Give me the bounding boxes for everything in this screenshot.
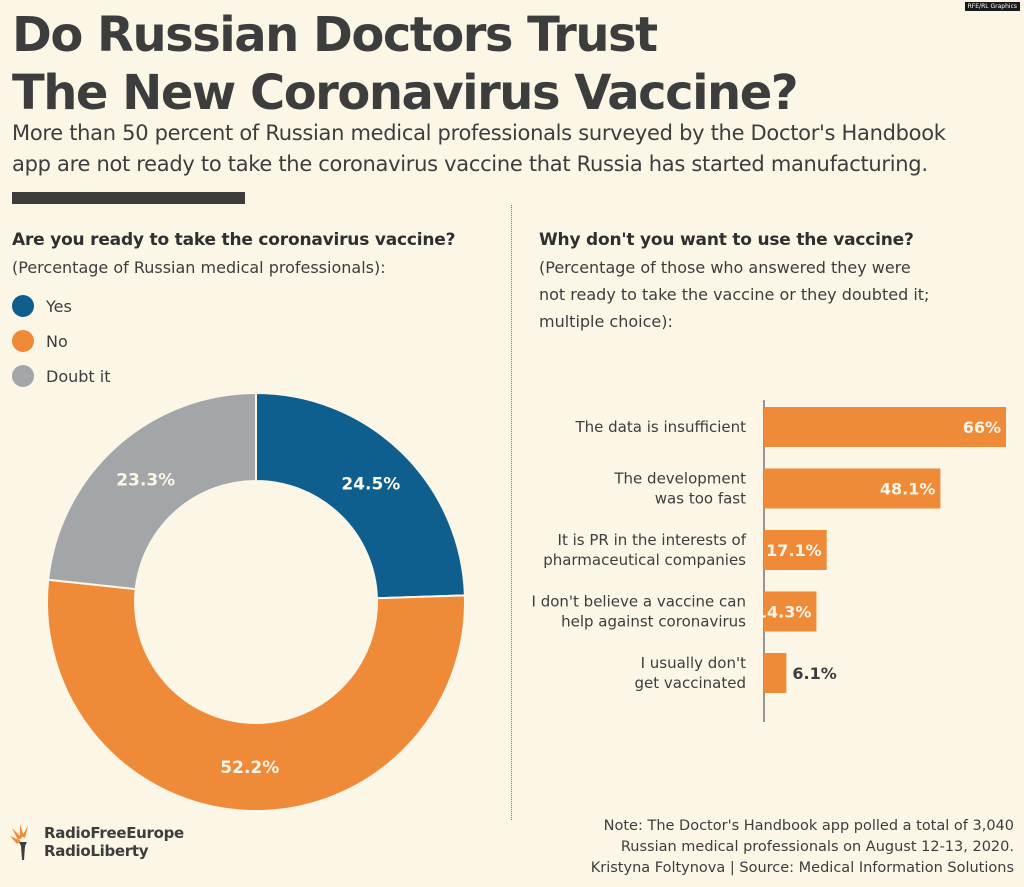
credit-tag: RFE/RL Graphics xyxy=(964,2,1020,11)
legend-item-no: No xyxy=(12,329,68,353)
bar-chart-subtitle-line-3: multiple choice): xyxy=(539,312,673,331)
bar-label-4: I don't believe a vaccine can help agains… xyxy=(532,593,747,631)
bar-chart-title: Why don't you want to use the vaccine? xyxy=(539,230,914,250)
bar-label-line: was too fast xyxy=(655,490,746,508)
donut-label-doubt: 23.3% xyxy=(116,470,175,490)
note-line-3: Kristyna Foltynova | Source: Medical Inf… xyxy=(590,860,1014,876)
bar-5 xyxy=(764,653,787,693)
legend-item-yes: Yes xyxy=(12,294,72,318)
donut-slice-doubt xyxy=(47,391,257,591)
legend-swatch-doubt xyxy=(12,365,34,387)
donut-chart-subtitle: (Percentage of Russian medical professio… xyxy=(12,258,386,277)
page-subtitle: More than 50 percent of Russian medical … xyxy=(12,118,1012,180)
source-note: Note: The Doctor's Handbook app polled a… xyxy=(591,816,1014,879)
legend-item-doubt: Doubt it xyxy=(12,364,110,388)
bar-label-line: The data is insufficient xyxy=(574,418,746,436)
bar-chart: 66% The data is insufficient 48.1% The deve… xyxy=(532,400,1006,722)
logo-line-1: RadioFreeEurope xyxy=(44,824,184,842)
logo-line-2: RadioLiberty xyxy=(44,842,149,860)
bar-label-line: I don't believe a vaccine can xyxy=(532,593,747,611)
bar-label-5: I usually don't get vaccinated xyxy=(635,654,747,692)
logo-text: RadioFreeEurope RadioLiberty xyxy=(44,824,184,860)
title-rule xyxy=(12,192,245,204)
page-title-line-2: The New Coronavirus Vaccine? xyxy=(12,65,799,121)
bar-3 xyxy=(764,530,827,570)
bar-value-1: 66% xyxy=(963,418,1001,437)
bar-4 xyxy=(764,591,817,632)
donut-label-yes: 24.5% xyxy=(341,475,400,495)
bar-chart-subtitle: (Percentage of those who answered they w… xyxy=(539,254,929,335)
legend-label-yes: Yes xyxy=(46,296,72,316)
bar-label-line: I usually don't xyxy=(641,654,747,672)
column-divider xyxy=(511,205,512,820)
bar-label-2: The development was too fast xyxy=(613,470,746,508)
donut-chart: 24.5% 52.2% 23.3% xyxy=(46,391,466,812)
donut-label-no: 52.2% xyxy=(220,758,279,778)
bar-value-5: 6.1% xyxy=(792,664,836,683)
torch-icon xyxy=(10,824,28,860)
bar-chart-subtitle-line-1: (Percentage of those who answered they w… xyxy=(539,258,911,277)
bar-label-line: It is PR in the interests of xyxy=(558,531,747,549)
bar-value-4: 14.3% xyxy=(756,603,812,622)
bar-2 xyxy=(764,468,941,509)
bar-label-3: It is PR in the interests of pharmaceutic… xyxy=(543,531,747,569)
legend-swatch-no xyxy=(12,330,34,352)
legend-swatch-yes xyxy=(12,295,34,317)
bar-value-2: 48.1% xyxy=(880,480,936,499)
bar-label-line: The development xyxy=(613,470,746,488)
bar-label-line: help against coronavirus xyxy=(561,613,746,631)
donut-slice-no xyxy=(46,578,466,812)
note-line-2: Russian medical professionals on August … xyxy=(620,839,1014,855)
page-subtitle-line-1: More than 50 percent of Russian medical … xyxy=(12,121,946,145)
page-title: Do Russian Doctors Trust The New Coronav… xyxy=(12,6,1012,122)
bar-label-1: The data is insufficient xyxy=(574,418,746,436)
legend-label-no: No xyxy=(46,331,68,351)
bar-1 xyxy=(764,407,1006,447)
page-title-line-1: Do Russian Doctors Trust xyxy=(12,7,658,63)
rferl-logo: RadioFreeEurope RadioLiberty xyxy=(8,822,184,862)
bar-value-3: 17.1% xyxy=(766,541,822,560)
page-subtitle-line-2: app are not ready to take the coronaviru… xyxy=(12,152,928,176)
bar-chart-subtitle-line-2: not ready to take the vaccine or they do… xyxy=(539,285,930,304)
donut-chart-title: Are you ready to take the coronavirus va… xyxy=(12,230,456,250)
bar-label-line: pharmaceutical companies xyxy=(543,551,746,569)
donut-slice-yes xyxy=(255,391,466,600)
bar-label-line: get vaccinated xyxy=(635,674,746,692)
legend-label-doubt: Doubt it xyxy=(46,366,111,386)
note-line-1: Note: The Doctor's Handbook app polled a… xyxy=(603,818,1014,834)
